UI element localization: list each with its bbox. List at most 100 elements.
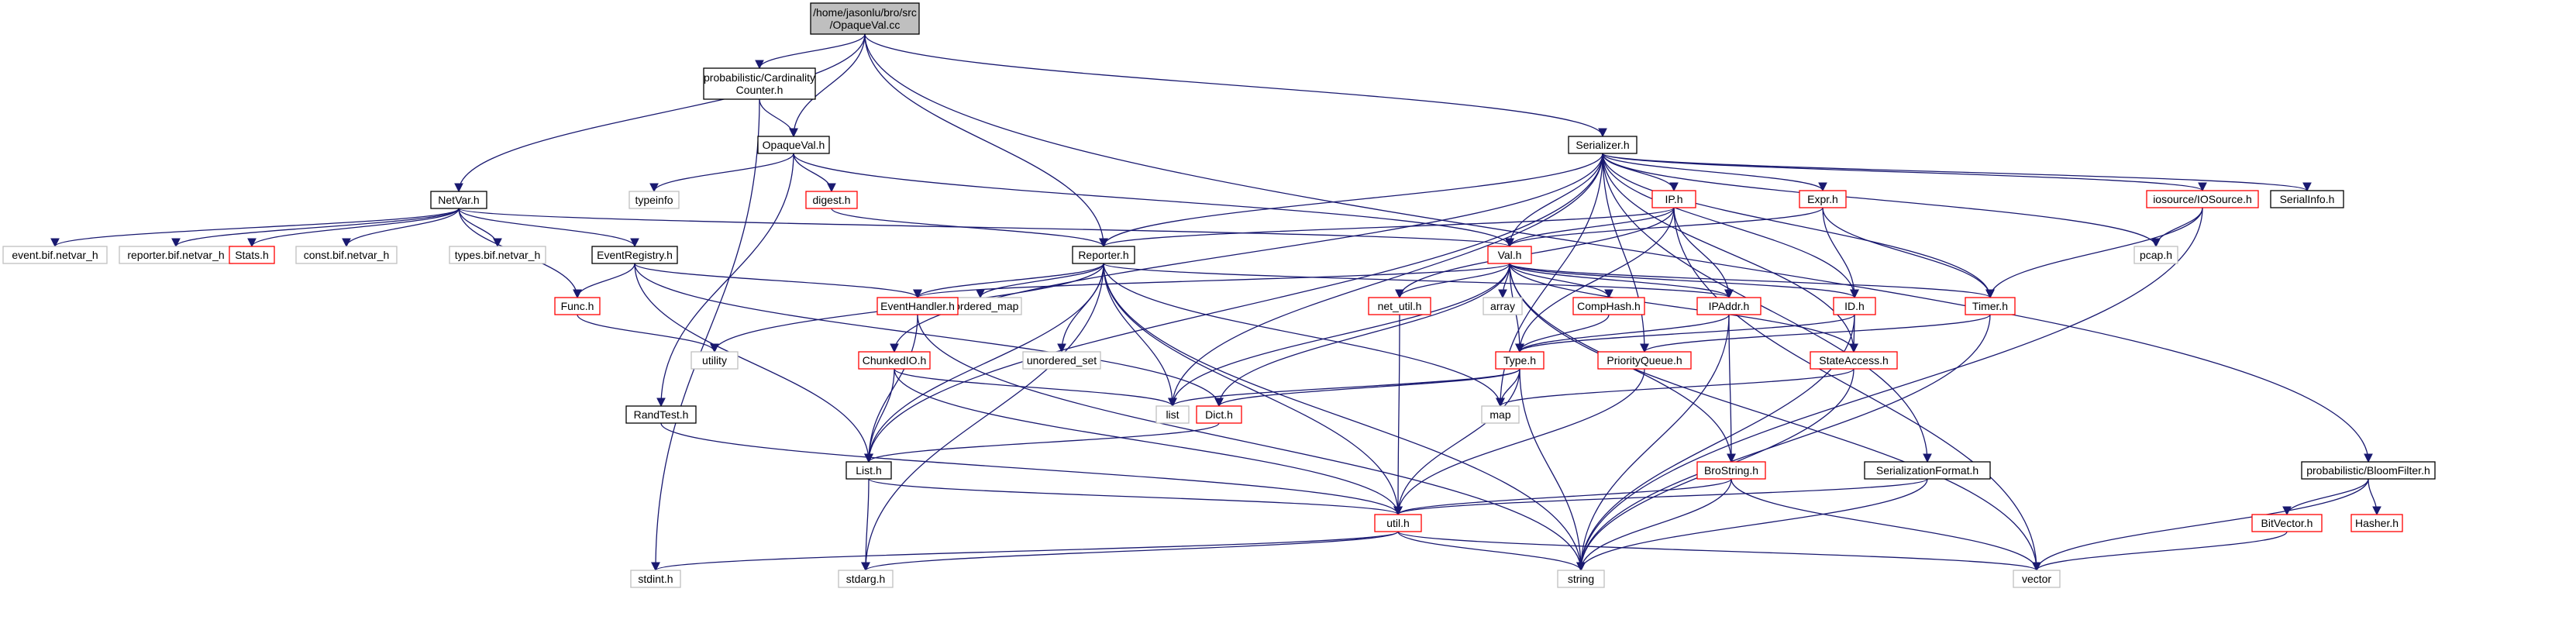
- node-list-std[interactable]: list: [1155, 405, 1190, 424]
- node-list-h[interactable]: List.h: [845, 461, 892, 480]
- node-timer[interactable]: Timer.h: [1965, 297, 2016, 315]
- node-reporter-h[interactable]: Reporter.h: [1072, 246, 1135, 264]
- node-stdarg[interactable]: stdarg.h: [838, 570, 894, 588]
- node-box[interactable]: [1483, 297, 1523, 315]
- node-box[interactable]: [295, 246, 398, 264]
- node-box[interactable]: [449, 246, 546, 264]
- node-box[interactable]: [845, 461, 892, 480]
- node-priorityqueue[interactable]: PriorityQueue.h: [1597, 351, 1692, 370]
- node-box[interactable]: [1572, 297, 1645, 315]
- node-expr[interactable]: Expr.h: [1799, 190, 1847, 208]
- node-box[interactable]: [757, 136, 830, 154]
- node-box[interactable]: [2350, 514, 2403, 532]
- node-serializer[interactable]: Serializer.h: [1568, 136, 1638, 154]
- node-ip-h[interactable]: IP.h: [1651, 190, 1696, 208]
- node-iosource[interactable]: iosource/IOSource.h: [2146, 190, 2259, 208]
- node-array[interactable]: array: [1483, 297, 1523, 315]
- node-box[interactable]: [1864, 461, 1991, 480]
- node-typeinfo[interactable]: typeinfo: [629, 191, 680, 209]
- node-box[interactable]: [1072, 246, 1135, 264]
- node-randtest[interactable]: RandTest.h: [625, 405, 697, 424]
- node-unordered-set[interactable]: unordered_set: [1022, 351, 1101, 370]
- node-box[interactable]: [1696, 297, 1762, 315]
- node-box[interactable]: [2270, 190, 2344, 208]
- node-box[interactable]: [1374, 514, 1422, 532]
- node-box[interactable]: [1481, 405, 1520, 424]
- node-box[interactable]: [629, 191, 680, 209]
- node-box[interactable]: [2, 246, 108, 264]
- node-types-bif[interactable]: types.bif.netvar_h: [449, 246, 546, 264]
- node-box[interactable]: [2013, 570, 2061, 588]
- node-root[interactable]: /home/jasonlu/bro/src/OpaqueVal.cc: [810, 2, 920, 35]
- node-hasher[interactable]: Hasher.h: [2350, 514, 2403, 532]
- node-box[interactable]: [1368, 297, 1431, 315]
- node-eventregistry[interactable]: EventRegistry.h: [591, 246, 678, 264]
- node-box[interactable]: [1487, 246, 1532, 264]
- node-func[interactable]: Func.h: [554, 297, 601, 315]
- node-digest[interactable]: digest.h: [805, 191, 858, 209]
- node-vector[interactable]: vector: [2013, 570, 2061, 588]
- node-reporter-bif[interactable]: reporter.bif.netvar_h: [119, 246, 233, 264]
- node-stateaccess[interactable]: StateAccess.h: [1810, 351, 1898, 370]
- node-serializationformat[interactable]: SerializationFormat.h: [1864, 461, 1991, 480]
- node-stats[interactable]: Stats.h: [229, 246, 275, 264]
- node-box[interactable]: [1965, 297, 2016, 315]
- node-box[interactable]: [2133, 246, 2178, 264]
- node-box[interactable]: [1557, 570, 1605, 588]
- node-type-h[interactable]: Type.h: [1495, 351, 1545, 370]
- node-string[interactable]: string: [1557, 570, 1605, 588]
- node-box[interactable]: [229, 246, 275, 264]
- node-box[interactable]: [810, 2, 920, 35]
- node-box[interactable]: [1597, 351, 1692, 370]
- node-box[interactable]: [1799, 190, 1847, 208]
- node-bitvector[interactable]: BitVector.h: [2251, 514, 2323, 532]
- node-box[interactable]: [625, 405, 697, 424]
- node-netvar[interactable]: NetVar.h: [430, 191, 487, 209]
- node-box[interactable]: [1568, 136, 1638, 154]
- node-box[interactable]: [2301, 461, 2436, 480]
- node-box[interactable]: [1196, 405, 1242, 424]
- node-pcap[interactable]: pcap.h: [2133, 246, 2178, 264]
- node-box[interactable]: [1833, 297, 1876, 315]
- node-box[interactable]: [2251, 514, 2323, 532]
- node-eventhandler[interactable]: EventHandler.h: [876, 297, 959, 315]
- node-box[interactable]: [876, 297, 959, 315]
- node-brostring[interactable]: BroString.h: [1696, 461, 1766, 480]
- node-id-h[interactable]: ID.h: [1833, 297, 1876, 315]
- node-box[interactable]: [1810, 351, 1898, 370]
- node-box[interactable]: [858, 351, 931, 370]
- node-box[interactable]: [430, 191, 487, 209]
- node-box[interactable]: [1696, 461, 1766, 480]
- node-box[interactable]: [1155, 405, 1190, 424]
- node-map[interactable]: map: [1481, 405, 1520, 424]
- node-stdint[interactable]: stdint.h: [630, 570, 681, 588]
- node-val[interactable]: Val.h: [1487, 246, 1532, 264]
- node-opaqueval-h[interactable]: OpaqueVal.h: [757, 136, 830, 154]
- node-chunkedio[interactable]: ChunkedIO.h: [858, 351, 931, 370]
- node-comphash[interactable]: CompHash.h: [1572, 297, 1645, 315]
- node-ipaddr[interactable]: IPAddr.h: [1696, 297, 1762, 315]
- node-const-bif[interactable]: const.bif.netvar_h: [295, 246, 398, 264]
- node-box[interactable]: [630, 570, 681, 588]
- node-box[interactable]: [805, 191, 858, 209]
- node-label: unordered_set: [1027, 354, 1097, 367]
- node-box[interactable]: [690, 351, 739, 370]
- node-unordered-map[interactable]: unordered_map: [938, 297, 1022, 315]
- node-box[interactable]: [838, 570, 894, 588]
- node-event-bif[interactable]: event.bif.netvar_h: [2, 246, 108, 264]
- node-util[interactable]: util.h: [1374, 514, 1422, 532]
- node-dict[interactable]: Dict.h: [1196, 405, 1242, 424]
- node-box[interactable]: [554, 297, 601, 315]
- node-net-util[interactable]: net_util.h: [1368, 297, 1431, 315]
- node-box[interactable]: [1495, 351, 1545, 370]
- node-utility[interactable]: utility: [690, 351, 739, 370]
- node-bloomfilter[interactable]: probabilistic/BloomFilter.h: [2301, 461, 2436, 480]
- node-serialinfo[interactable]: SerialInfo.h: [2270, 190, 2344, 208]
- node-box[interactable]: [591, 246, 678, 264]
- node-box[interactable]: [1651, 190, 1696, 208]
- node-box[interactable]: [1022, 351, 1101, 370]
- node-box[interactable]: [2146, 190, 2259, 208]
- node-box[interactable]: [703, 67, 816, 100]
